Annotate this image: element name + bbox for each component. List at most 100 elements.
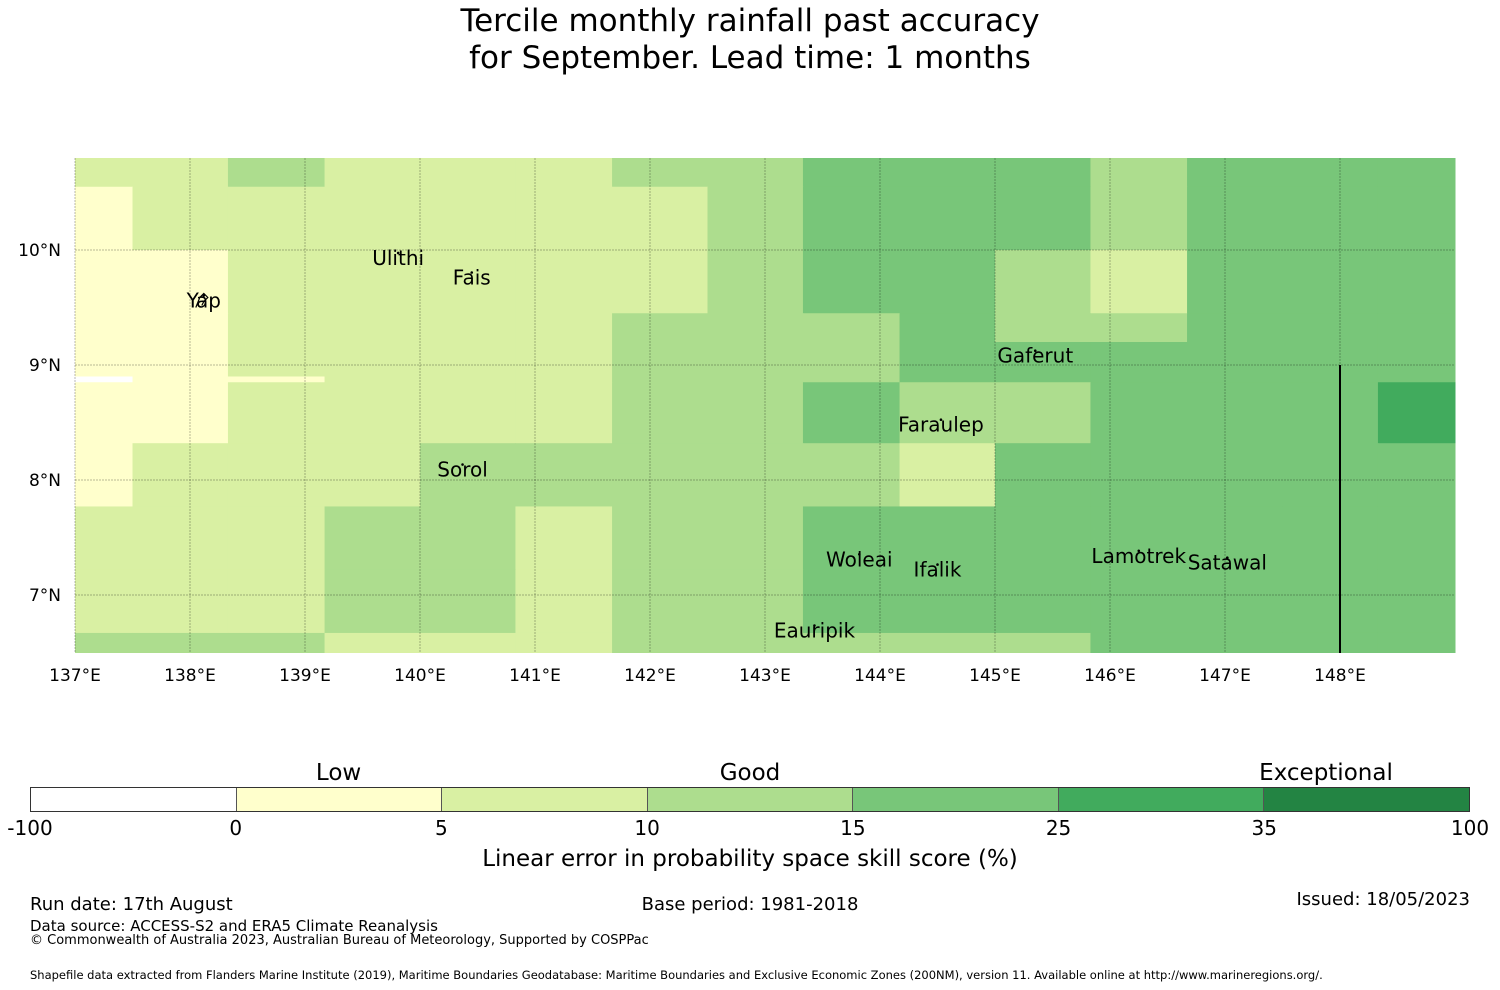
grid-cell — [899, 506, 996, 571]
grid-cell — [420, 569, 516, 634]
lat-tick-label: 8°N — [29, 471, 61, 491]
grid-cell — [995, 632, 1091, 653]
lon-tick-label: 142°E — [624, 666, 676, 686]
grid-cell — [420, 342, 516, 377]
grid-cell — [802, 632, 901, 653]
grid-cell — [515, 186, 613, 251]
grid-cell — [1187, 250, 1283, 314]
island-marker — [1137, 549, 1141, 553]
colorbar-tick-label: 10 — [634, 816, 660, 840]
grid-cell — [515, 313, 613, 343]
grid-cell — [995, 376, 1091, 383]
grid-cell — [75, 382, 133, 444]
grid-cell — [515, 632, 613, 653]
grid-cell — [75, 342, 133, 377]
island-marker — [813, 624, 816, 627]
grid-cell — [1282, 376, 1379, 383]
grid-cell — [420, 313, 516, 343]
grid-cell — [132, 632, 229, 653]
grid-cell — [1377, 250, 1456, 314]
grid-cell — [132, 186, 229, 251]
island-marker — [939, 418, 943, 422]
grid-cell — [324, 569, 421, 634]
grid-cell — [420, 382, 516, 444]
lon-tick-label: 137°E — [49, 666, 101, 686]
grid-cell — [515, 376, 613, 383]
grid-cell — [75, 250, 133, 314]
grid-cell — [707, 632, 804, 653]
grid-cell — [802, 250, 901, 314]
shapefile-credit: Shapefile data extracted from Flanders M… — [30, 968, 1323, 982]
grid-cell — [1090, 569, 1188, 634]
grid-cell — [802, 158, 901, 188]
island-marker — [470, 271, 474, 274]
grid-cell — [995, 443, 1091, 507]
grid-cell — [1090, 342, 1188, 377]
grid-cell — [1282, 250, 1379, 314]
island-marker — [396, 251, 400, 255]
grid-cell — [899, 569, 996, 634]
lon-tick-label: 138°E — [164, 666, 216, 686]
grid-cell — [515, 443, 613, 507]
grid-cell — [1282, 506, 1379, 571]
grid-cell — [324, 342, 421, 377]
grid-cell — [707, 569, 804, 634]
grid-cell — [227, 158, 326, 188]
category-label: Good — [719, 760, 781, 786]
place-label: Faraulep — [898, 413, 984, 437]
grid-cell — [227, 382, 326, 444]
grid-cell — [707, 250, 804, 314]
grid-cell — [612, 382, 708, 444]
grid-cell — [1187, 632, 1283, 653]
grid-cell — [324, 443, 421, 507]
grid-cell — [1377, 342, 1456, 377]
grid-cell — [899, 158, 996, 188]
grid-cell — [515, 506, 613, 571]
grid-cell — [1187, 158, 1283, 188]
grid-cell — [132, 382, 229, 444]
lon-tick-label: 144°E — [854, 666, 906, 686]
place-label: Eauripik — [774, 619, 856, 643]
grid-cell — [899, 443, 996, 507]
grid-cell — [1187, 313, 1283, 343]
colorbar-segment — [1058, 788, 1265, 811]
grid-cell — [1090, 313, 1188, 343]
grid-cell — [1282, 569, 1379, 634]
grid-cell — [612, 443, 708, 507]
colorbar-segment — [31, 788, 237, 811]
grid-cell — [995, 186, 1091, 251]
map-title-line2: for September. Lead time: 1 months — [469, 40, 1031, 76]
grid-cell — [132, 443, 229, 507]
grid-cell — [324, 158, 421, 188]
grid-cell — [1090, 376, 1188, 383]
place-labels: Ulithi Fais Yap Gaferut Faraulep Sorol Woleai I… — [186, 246, 1267, 643]
grid-cell — [132, 376, 229, 383]
colorbar — [30, 787, 1470, 812]
grid-cell — [802, 376, 901, 383]
grid-cell — [612, 376, 708, 383]
yap-island-shape — [195, 292, 209, 308]
grid-cell — [612, 313, 708, 343]
lon-tick-label: 141°E — [509, 666, 561, 686]
colorbar-segment — [647, 788, 854, 811]
grid-cell — [420, 158, 516, 188]
grid-cell — [1377, 313, 1456, 343]
grid-cell — [707, 186, 804, 251]
axis-tick-labels: 137°E 138°E 139°E 140°E 141°E 142°E 143°E 144°E… — [18, 241, 1366, 686]
grid-cell — [227, 632, 326, 653]
grid-cell — [75, 313, 133, 343]
grid-cell — [324, 186, 421, 251]
grid-cell — [802, 382, 901, 444]
grid-cell — [515, 382, 613, 444]
grid-cell — [515, 158, 613, 188]
grid-cell — [227, 376, 326, 383]
grid-cells — [75, 158, 1456, 653]
run-date: Run date: 17th August — [30, 894, 233, 915]
grid-cell — [1090, 443, 1188, 507]
colorbar-tick-label: 5 — [435, 816, 448, 840]
grid-cell — [1187, 186, 1283, 251]
grid-cell — [1090, 382, 1188, 444]
category-label: Low — [315, 760, 362, 786]
grid-cell — [995, 569, 1091, 634]
grid-cell — [707, 376, 804, 383]
